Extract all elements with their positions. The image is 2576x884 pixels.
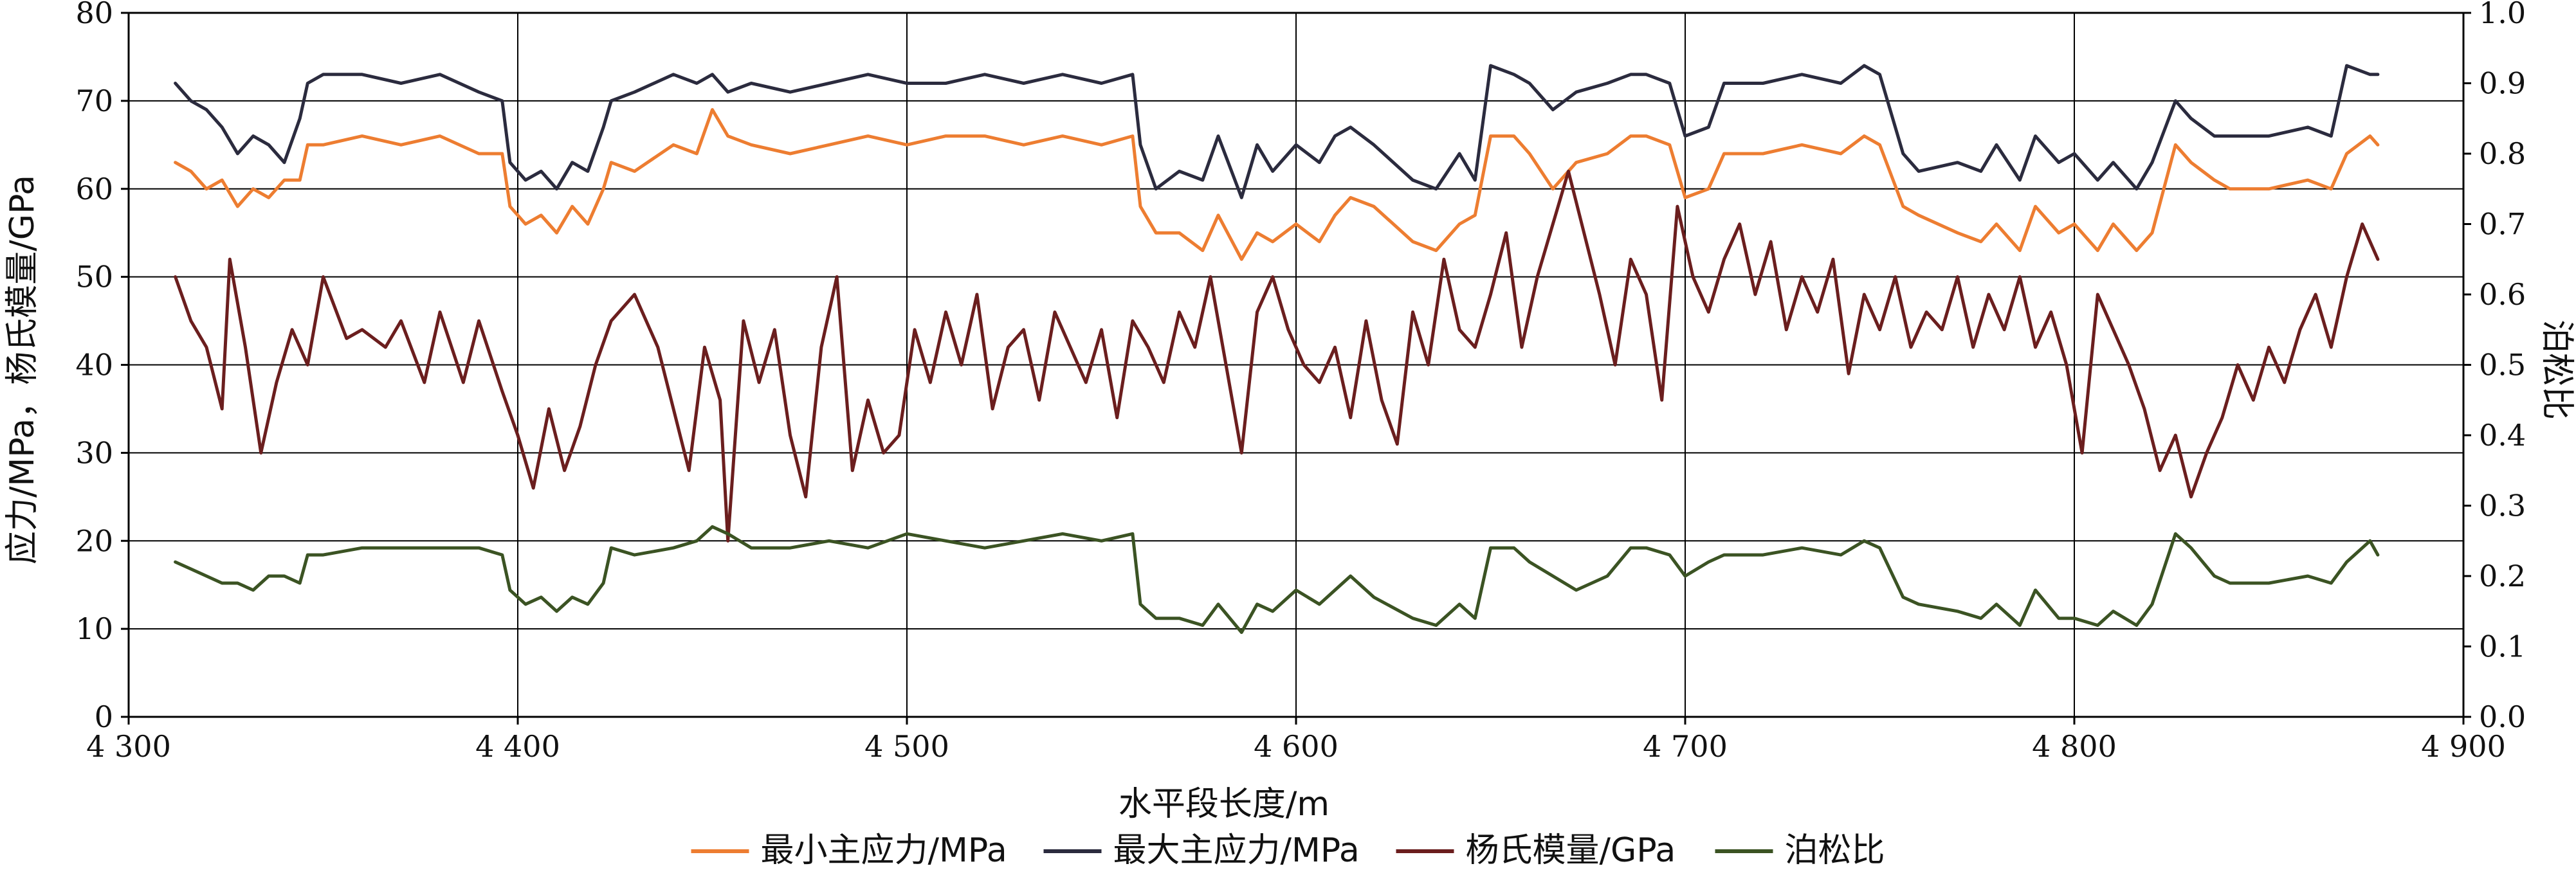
y-left-axis-title: 应力/MPa，杨氏模量/GPa (3, 175, 42, 564)
x-tick-label: 4 900 (2421, 729, 2506, 764)
series-line-0 (174, 108, 2380, 261)
y-right-tick-label: 0.1 (2479, 629, 2526, 664)
y-left-tick-label: 40 (75, 348, 113, 383)
y-right-tick-label: 0.5 (2479, 348, 2526, 383)
y-left-tick-label: 80 (75, 0, 113, 30)
x-tick-label: 4 300 (86, 729, 171, 764)
series-line-3 (174, 525, 2380, 635)
y-left-tick-label: 70 (75, 84, 113, 118)
grid-layer (129, 13, 2463, 717)
legend-label-2: 杨氏模量/GPa (1466, 831, 1676, 870)
series-line-2 (174, 169, 2380, 543)
y-right-tick-label: 0.7 (2479, 207, 2526, 242)
x-tick-label: 4 400 (475, 729, 560, 764)
y-right-tick-label: 1.0 (2479, 0, 2526, 30)
y-right-axis-title: 泊松比 (2537, 320, 2576, 420)
y-left-tick-label: 60 (75, 172, 113, 206)
y-left-tick-label: 10 (75, 611, 113, 646)
series-line-1 (174, 64, 2380, 199)
x-axis-title: 水平段长度/m (1119, 785, 1329, 824)
y-left-tick-label: 30 (75, 435, 113, 470)
x-tick-label: 4 800 (2032, 729, 2117, 764)
y-right-tick-label: 0.0 (2479, 699, 2526, 734)
legend-label-3: 泊松比 (1785, 831, 1885, 870)
x-tick-label: 4 500 (864, 729, 949, 764)
y-left-tick-label: 50 (75, 260, 113, 294)
y-right-tick-label: 0.9 (2479, 66, 2526, 101)
legend-label-0: 最小主应力/MPa (761, 831, 1007, 870)
legend-label-1: 最大主应力/MPa (1113, 831, 1360, 870)
x-tick-label: 4 600 (1254, 729, 1338, 764)
ticks-layer: 4 300 4 400 4 500 4 600 4 700 4 800 4 900 0 10 20… (75, 0, 2526, 764)
y-right-tick-label: 0.6 (2479, 277, 2526, 312)
series-layer (174, 64, 2380, 635)
y-right-tick-label: 0.2 (2479, 559, 2526, 593)
y-right-tick-label: 0.4 (2479, 418, 2526, 453)
y-left-tick-label: 0 (95, 699, 113, 734)
y-right-tick-label: 0.8 (2479, 136, 2526, 171)
y-left-tick-label: 20 (75, 523, 113, 558)
x-tick-label: 4 700 (1643, 729, 1728, 764)
legend: 最小主应力/MPa 最大主应力/MPa 杨氏模量/GPa 泊松比 (691, 831, 1885, 870)
y-right-tick-label: 0.3 (2479, 489, 2526, 523)
